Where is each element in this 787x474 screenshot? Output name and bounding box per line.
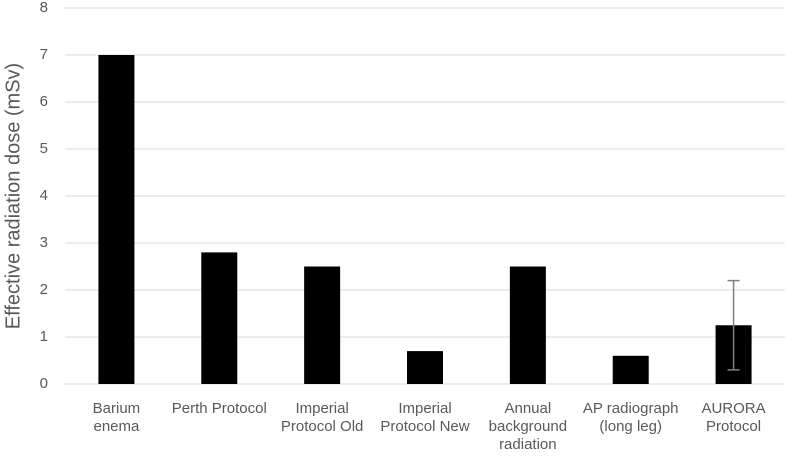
x-tick-label: Barium enema bbox=[92, 400, 141, 435]
x-tick-label: Imperial Protocol Old bbox=[280, 400, 364, 435]
bar bbox=[407, 351, 443, 384]
bar bbox=[98, 55, 135, 384]
bar bbox=[201, 252, 238, 384]
y-tick-label: 6 bbox=[40, 93, 48, 110]
y-tick-label: 1 bbox=[40, 328, 48, 345]
y-tick-label: 3 bbox=[40, 234, 48, 251]
bar bbox=[509, 266, 546, 384]
y-tick-label: 0 bbox=[40, 375, 48, 392]
y-tick-label: 2 bbox=[40, 281, 48, 298]
y-tick-label: 4 bbox=[40, 187, 48, 204]
y-tick-label: 5 bbox=[40, 140, 48, 157]
y-tick-label: 8 bbox=[40, 0, 48, 16]
y-axis-label: Effective radiation dose (mSv) bbox=[2, 63, 24, 329]
bar bbox=[304, 266, 341, 384]
x-tick-label: Perth Protocol bbox=[171, 400, 267, 417]
bar bbox=[612, 355, 649, 384]
x-tick-label: Annual background radiation bbox=[488, 400, 568, 453]
x-tick-label: Imperial Protocol New bbox=[380, 400, 470, 435]
y-tick-label: 7 bbox=[40, 46, 48, 63]
x-tick-label: AP radiograph (long leg) bbox=[582, 400, 679, 435]
x-tick-label: AURORA Protocol bbox=[701, 400, 766, 435]
